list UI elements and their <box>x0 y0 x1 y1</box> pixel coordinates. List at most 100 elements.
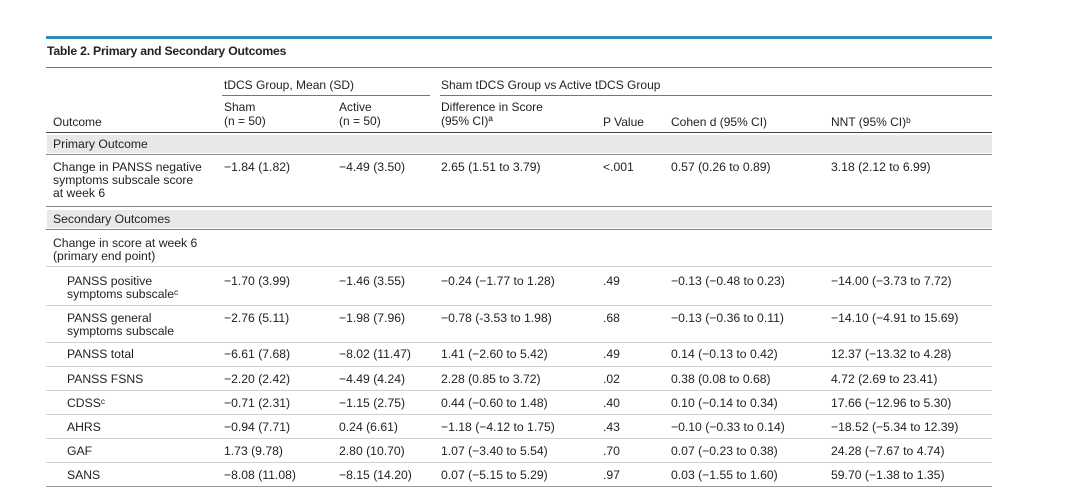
row-outcome-line: Change in PANSS negative <box>53 160 202 174</box>
cell-nnt: −14.00 (−3.73 to 7.72) <box>831 274 952 288</box>
section-rule-secondary-top <box>46 206 992 207</box>
cell-active: −1.98 (7.96) <box>339 311 406 325</box>
group-rule-comparison <box>440 95 992 96</box>
cell-nnt: 24.28 (−7.67 to 4.74) <box>831 444 945 458</box>
cell-difference: −0.24 (−1.77 to 1.28) <box>441 274 555 288</box>
secondary-intro-line: (primary end point) <box>53 249 156 263</box>
row-outcome-line: PANSS FSNS <box>67 372 144 386</box>
cell-p-value: <.001 <box>603 160 634 174</box>
section-title-primary: Primary Outcome <box>53 137 148 151</box>
cell-cohen-d: 0.38 (0.08 to 0.68) <box>671 372 771 386</box>
section-rule-primary <box>46 154 992 155</box>
cell-p-value: .49 <box>603 347 620 361</box>
cell-nnt: 3.18 (2.12 to 6.99) <box>831 160 931 174</box>
cell-p-value: .68 <box>603 311 620 325</box>
cell-cohen-d: −0.10 (−0.33 to 0.14) <box>671 420 785 434</box>
section-rule-secondary <box>46 229 992 230</box>
cell-sham: −2.76 (5.11) <box>224 311 290 325</box>
cell-active: 0.24 (6.61) <box>339 420 398 434</box>
col-header-sham-line2: (n = 50) <box>224 114 266 128</box>
cell-sham: −1.70 (3.99) <box>224 274 291 288</box>
cell-sham: 1.73 (9.78) <box>224 444 283 458</box>
row-outcome-line: PANSS total <box>67 347 134 361</box>
group-header-comparison: Sham tDCS Group vs Active tDCS Group <box>441 78 661 92</box>
row-divider <box>46 366 992 367</box>
cell-nnt: 17.66 (−12.96 to 5.30) <box>831 396 952 410</box>
cell-cohen-d: 0.03 (−1.55 to 1.60) <box>671 468 778 482</box>
cell-sham: −0.94 (7.71) <box>224 420 291 434</box>
cell-difference: −0.78 (-3.53 to 1.98) <box>441 311 552 325</box>
col-header-outcome: Outcome <box>53 115 102 129</box>
row-outcome-line: GAF <box>67 444 93 458</box>
cell-cohen-d: −0.13 (−0.36 to 0.11) <box>671 311 784 325</box>
group-rule-tdcs <box>222 95 430 96</box>
header-rule <box>46 132 992 133</box>
cell-nnt: 12.37 (−13.32 to 4.28) <box>831 347 952 361</box>
cell-difference: 0.07 (−5.15 to 5.29) <box>441 468 548 482</box>
cell-difference: 0.44 (−0.60 to 1.48) <box>441 396 548 410</box>
cell-active: −8.15 (14.20) <box>339 468 412 482</box>
cell-active: −1.46 (3.55) <box>339 274 406 288</box>
row-outcome-line: symptoms subscale score <box>53 173 194 187</box>
cell-difference: 2.28 (0.85 to 3.72) <box>441 372 541 386</box>
col-header-nnt: NNT (95% CI)ᵇ <box>831 115 911 129</box>
cell-p-value: .97 <box>603 468 620 482</box>
row-outcome-line: CDSSᶜ <box>67 396 106 410</box>
cell-difference: −1.18 (−4.12 to 1.75) <box>441 420 555 434</box>
cell-p-value: .70 <box>603 444 620 458</box>
row-outcome-line: symptoms subscaleᶜ <box>67 287 179 301</box>
col-header-diff-line2: (95% CI)ª <box>441 114 493 128</box>
cell-sham: −2.20 (2.42) <box>224 372 291 386</box>
col-header-p-value: P Value <box>603 115 644 129</box>
row-outcome-line: PANSS positive <box>67 274 153 288</box>
row-outcome-line: at week 6 <box>53 186 106 200</box>
cell-nnt: 4.72 (2.69 to 23.41) <box>831 372 938 386</box>
cell-active: −1.15 (2.75) <box>339 396 406 410</box>
section-title-secondary: Secondary Outcomes <box>53 212 171 226</box>
secondary-intro-line: Change in score at week 6 <box>53 236 198 250</box>
table-title: Table 2. Primary and Secondary Outcomes <box>47 44 287 58</box>
cell-active: −4.49 (3.50) <box>339 160 406 174</box>
cell-sham: −8.08 (11.08) <box>224 468 296 482</box>
cell-cohen-d: −0.13 (−0.48 to 0.23) <box>671 274 785 288</box>
cell-difference: 1.41 (−2.60 to 5.42) <box>441 347 548 361</box>
cell-nnt: 59.70 (−1.38 to 1.35) <box>831 468 945 482</box>
cell-cohen-d: 0.14 (−0.13 to 0.42) <box>671 347 778 361</box>
row-divider <box>46 305 992 306</box>
row-divider <box>46 390 992 391</box>
cell-p-value: .02 <box>603 372 620 386</box>
row-outcome-line: AHRS <box>67 420 101 434</box>
col-header-diff-line1: Difference in Score <box>441 100 543 114</box>
cell-p-value: .40 <box>603 396 620 410</box>
row-divider <box>46 462 992 463</box>
row-outcome-line: PANSS general <box>67 311 152 325</box>
cell-active: −4.49 (4.24) <box>339 372 406 386</box>
row-divider <box>46 438 992 439</box>
cell-p-value: .49 <box>603 274 620 288</box>
row-divider <box>46 342 992 343</box>
col-header-active-line1: Active <box>339 100 372 114</box>
cell-nnt: −18.52 (−5.34 to 12.39) <box>831 420 959 434</box>
col-header-active-line2: (n = 50) <box>339 114 381 128</box>
cell-cohen-d: 0.57 (0.26 to 0.89) <box>671 160 771 174</box>
cell-active: −8.02 (11.47) <box>339 347 411 361</box>
section-band-primary <box>47 135 992 153</box>
col-header-cohen-d: Cohen d (95% CI) <box>671 115 768 129</box>
title-rule <box>46 67 992 68</box>
row-divider <box>46 486 992 487</box>
table-top-accent-bar <box>46 36 992 39</box>
col-header-sham-line1: Sham <box>224 100 256 114</box>
cell-sham: −1.84 (1.82) <box>224 160 291 174</box>
cell-nnt: −14.10 (−4.91 to 15.69) <box>831 311 959 325</box>
cell-cohen-d: 0.07 (−0.23 to 0.38) <box>671 444 778 458</box>
row-outcome-line: SANS <box>67 468 101 482</box>
cell-active: 2.80 (10.70) <box>339 444 405 458</box>
cell-cohen-d: 0.10 (−0.14 to 0.34) <box>671 396 778 410</box>
cell-sham: −0.71 (2.31) <box>224 396 291 410</box>
cell-difference: 2.65 (1.51 to 3.79) <box>441 160 541 174</box>
row-divider <box>46 266 992 267</box>
cell-p-value: .43 <box>603 420 620 434</box>
section-band-secondary <box>47 210 992 228</box>
row-outcome-line: symptoms subscale <box>67 324 175 338</box>
row-divider <box>46 414 992 415</box>
